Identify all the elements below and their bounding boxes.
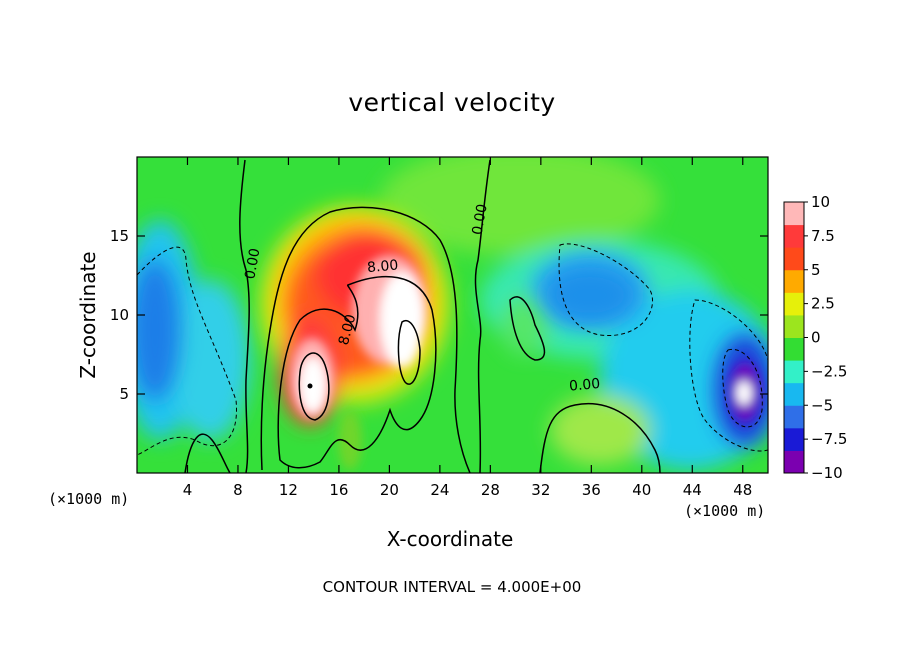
contour-zero-blob [509,296,546,361]
colorbar-tick-label: −7.5 [811,430,847,448]
colorbar-swatch [784,450,804,474]
x-tick-label: 20 [380,481,399,499]
x-axis-label: X-coordinate [386,527,514,551]
contour-zero-left [239,159,250,473]
core-marker [307,383,313,389]
contour-zero-lower [539,403,661,473]
colorbar-swatch [784,269,804,293]
x-tick-label: 12 [279,481,298,499]
x-tick-label: 4 [183,481,193,499]
y-tick-label: 15 [110,227,129,245]
chart-title: vertical velocity [348,88,556,117]
x-tick-label: 16 [329,481,348,499]
colorbar-tick-label: −5 [811,396,833,414]
contour-twelve-a [298,352,330,421]
colorbar-tick-label: 7.5 [811,227,835,245]
x-unit-note-left: (×1000 m) [48,490,130,508]
colorbar-swatch [784,202,804,226]
x-tick-label: 32 [531,481,550,499]
x-tick-label: 40 [632,481,651,499]
colorbar: 10 7.5 5 2.5 0 −2.5 −5 −7.5 −10 [783,193,847,482]
contour-label: 0.00 [568,376,600,395]
contour-lines [184,159,661,473]
contour-label: 0.00 [242,247,263,280]
contour-label: 0.00 [470,203,491,236]
y-tick-label: 5 [119,385,129,403]
colorbar-tick-label: −2.5 [811,362,847,380]
colorbar-swatch [784,247,804,271]
contour-twelve-b [397,319,421,385]
contour-label: 8.00 [367,257,399,276]
colorbar-swatch [784,360,804,384]
x-tick-label: 8 [233,481,243,499]
colorbar-swatch [784,292,804,316]
colorbar-tick-label: 2.5 [811,295,835,313]
contour-labels: 0.00 0.00 0.00 8.00 8.00 [242,203,601,395]
colorbar-swatch [784,337,804,361]
contour-zero-right [474,159,491,473]
colorbar-tick-label: 5 [811,261,821,279]
contour-label: 8.00 [336,313,360,347]
x-unit-note-right: (×1000 m) [684,502,766,520]
colorbar-swatch [784,382,804,406]
negative-contours [137,243,768,456]
x-tick-label: 44 [683,481,702,499]
contour-interval-note: CONTOUR INTERVAL = 4.000E+00 [322,578,582,596]
colorbar-tick-label: 10 [811,193,830,211]
x-tick-label: 36 [582,481,601,499]
colorbar-swatch [784,224,804,248]
x-tick-label: 24 [430,481,449,499]
colorbar-tick-label: 0 [811,329,821,347]
plot-area [137,157,768,473]
contour-zero-updraft [260,206,471,473]
colorbar-swatch [784,427,804,451]
x-tick-label: 48 [733,481,752,499]
y-tick-label: 10 [110,306,129,324]
downdraft-core [729,362,761,422]
colorbar-swatch [784,314,804,338]
y-axis-label: Z-coordinate [76,251,100,379]
colorbar-swatch [784,405,804,429]
contour-zero-bottomleft [184,433,231,473]
colorbar-tick-label: −10 [811,464,843,482]
contour-eight [277,275,437,469]
x-tick-label: 28 [481,481,500,499]
